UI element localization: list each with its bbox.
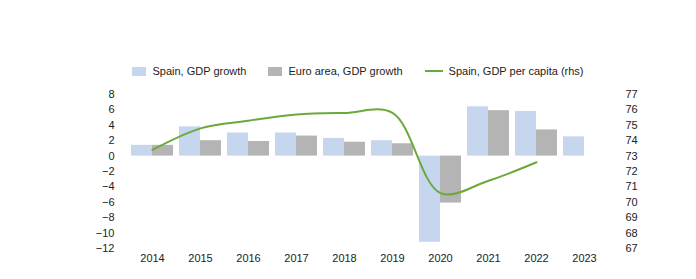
- svg-text:2016: 2016: [236, 252, 260, 264]
- svg-text:74: 74: [626, 134, 638, 146]
- svg-text:2: 2: [108, 134, 114, 146]
- svg-text:−2: −2: [102, 165, 115, 177]
- svg-text:2020: 2020: [428, 252, 452, 264]
- svg-text:−4: −4: [102, 180, 115, 192]
- html-text:Spain, GDP growth: Spain, GDP growth: [152, 65, 247, 77]
- svg-text:−10: −10: [96, 227, 115, 239]
- svg-text:2018: 2018: [332, 252, 356, 264]
- svg-text:−6: −6: [102, 196, 115, 208]
- svg-text:70: 70: [626, 196, 638, 208]
- svg-text:8: 8: [108, 88, 114, 100]
- svg-text:6: 6: [108, 103, 114, 115]
- svg-text:2014: 2014: [140, 252, 164, 264]
- svg-text:2022: 2022: [524, 252, 548, 264]
- svg-text:77: 77: [626, 88, 638, 100]
- svg-text:2019: 2019: [380, 252, 404, 264]
- svg-text:2023: 2023: [572, 252, 596, 264]
- svg-text:72: 72: [626, 165, 638, 177]
- svg-text:0: 0: [108, 150, 114, 162]
- svg-text:2015: 2015: [188, 252, 212, 264]
- svg-text:76: 76: [626, 103, 638, 115]
- svg-text:67: 67: [626, 242, 638, 254]
- svg-text:2017: 2017: [284, 252, 308, 264]
- html-text:Spain, GDP per capita (rhs): Spain, GDP per capita (rhs): [448, 65, 584, 77]
- svg-text:−12: −12: [96, 242, 115, 254]
- svg-text:68: 68: [626, 227, 638, 239]
- html-text:Euro area, GDP growth: Euro area, GDP growth: [288, 65, 403, 77]
- svg-text:2021: 2021: [476, 252, 500, 264]
- svg-text:75: 75: [626, 119, 638, 131]
- svg-text:−8: −8: [102, 211, 115, 223]
- svg-text:69: 69: [626, 211, 638, 223]
- svg-text:4: 4: [108, 119, 114, 131]
- svg-text:73: 73: [626, 150, 638, 162]
- svg-text:71: 71: [626, 180, 638, 192]
